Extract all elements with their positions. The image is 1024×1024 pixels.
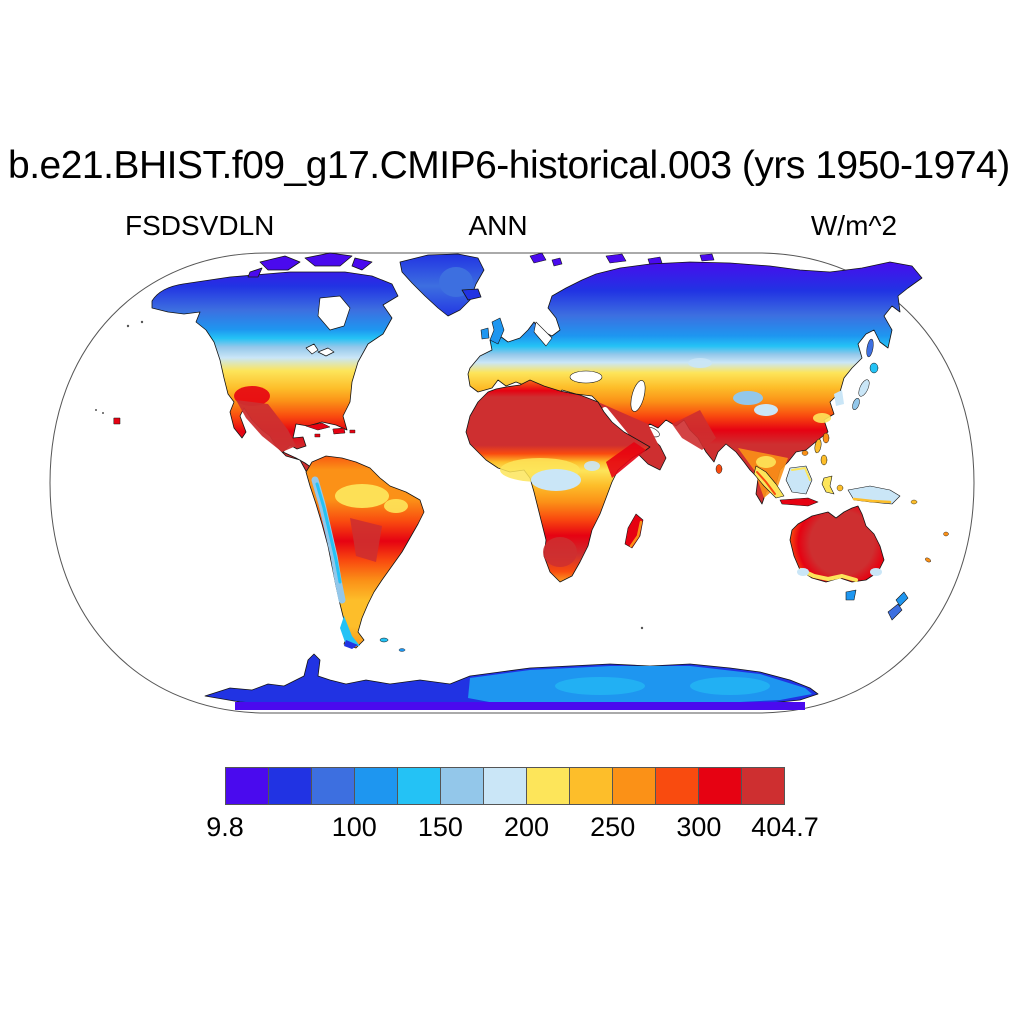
colorbar-tick-label: 200: [504, 812, 550, 842]
japan-hokkaido: [869, 362, 879, 374]
colorbar-cell: [269, 768, 312, 804]
iceland: [461, 288, 482, 301]
sumatra-west-rim: [756, 471, 776, 495]
hispaniola: [332, 427, 346, 435]
falklands: [379, 637, 389, 643]
great-britain: [489, 317, 505, 345]
tibet-pale-blue: [733, 391, 763, 405]
andes-cyan-core: [315, 482, 342, 584]
india-dark-red: [672, 410, 716, 450]
borneo-rim: [791, 467, 811, 481]
colorbar-cell: [656, 768, 699, 804]
korea: [834, 390, 844, 406]
new-caledonia: [925, 557, 931, 563]
ireland: [480, 327, 490, 340]
java: [779, 497, 819, 507]
taiwan: [822, 432, 830, 444]
colorbar-cell: [484, 768, 527, 804]
hudson-bay: [317, 295, 351, 331]
colorbar-cell: [742, 768, 784, 804]
caspian-sea: [630, 380, 646, 412]
hainan: [801, 450, 809, 456]
hawaii-islet-1: [102, 412, 104, 414]
aleutian-1: [140, 320, 144, 324]
japan-honshu: [858, 379, 870, 397]
central-asia-pale: [754, 404, 778, 416]
colorbar-tick-label: 300: [676, 812, 722, 842]
colorbar-cell: [355, 768, 398, 804]
colorbar-cell: [613, 768, 656, 804]
sumatra: [753, 465, 785, 499]
sri-lanka: [715, 464, 723, 474]
australia-se-pale: [870, 568, 882, 576]
colorbar: [225, 767, 785, 805]
antarctica-light-patch-1: [555, 677, 645, 695]
east-africa-red: [606, 442, 646, 478]
amazon-yellow-east: [384, 499, 408, 513]
baltic-sea: [533, 321, 553, 347]
philippines-mindanao: [820, 454, 828, 466]
solomons: [910, 499, 918, 505]
east-china-yellow: [813, 413, 831, 423]
patagonia-blue-tip: [340, 616, 360, 646]
colorbar-cell: [398, 768, 441, 804]
puerto-rico: [349, 429, 356, 434]
antarctica-light-patch-2: [690, 677, 770, 695]
tasmania: [845, 589, 857, 601]
borneo: [785, 465, 813, 495]
new-zealand-north: [895, 591, 909, 607]
new-guinea-south-rim: [852, 497, 892, 504]
japan-kyushu: [852, 398, 860, 410]
svalbard-islands: [529, 252, 715, 267]
indochina-yellow: [756, 456, 776, 468]
south-georgia: [398, 648, 406, 652]
colorbar-tick-label: 404.7: [751, 812, 819, 842]
congo-pale-blue: [531, 469, 581, 491]
amazon-yellow: [335, 484, 389, 508]
great-lakes: [305, 343, 335, 357]
cuba: [305, 422, 331, 431]
australia-south-yellow: [799, 568, 858, 582]
colorbar-cell: [441, 768, 484, 804]
kerguelen: [640, 626, 644, 630]
arctic-islands: [247, 252, 373, 278]
mexico-dark-red: [236, 400, 296, 452]
hawaii-islet-2: [95, 409, 97, 411]
colorbar-tick-label: 9.8: [206, 812, 244, 842]
season-label: ANN: [468, 210, 528, 241]
variable-label: FSDSVDLN: [125, 210, 275, 241]
australia-sw-pale: [797, 568, 809, 576]
sakhalin: [866, 338, 874, 358]
black-sea: [569, 370, 603, 384]
colorbar-cell: [570, 768, 613, 804]
colorbar-tick-label: 250: [590, 812, 636, 842]
antarctica-bottom-strip: [235, 702, 805, 710]
philippines-luzon: [814, 438, 822, 454]
siberia-pale-patch: [688, 358, 712, 368]
fiji: [943, 531, 949, 537]
new-zealand-south: [887, 603, 903, 621]
aleutian-2: [126, 324, 130, 328]
ethiopia-pale: [584, 461, 600, 471]
plot-title: b.e21.BHIST.f09_g17.CMIP6-historical.003…: [8, 144, 1010, 187]
hawaii: [113, 417, 121, 425]
madagascar-east-rim: [629, 520, 643, 548]
colorbar-cell: [527, 768, 570, 804]
south-america-dark-red: [350, 518, 382, 562]
colorbar-cell: [699, 768, 742, 804]
colorbar-cell: [226, 768, 269, 804]
sulawesi: [821, 475, 835, 495]
jamaica: [314, 433, 321, 438]
colorbar-tick-label: 100: [331, 812, 377, 842]
tierra-del-fuego-blue: [344, 640, 358, 649]
australia: [789, 505, 885, 583]
moluccas: [836, 484, 844, 492]
colorbar-cell: [312, 768, 355, 804]
colorbar-tick-label: 150: [417, 812, 463, 842]
kalahari-dark-red: [543, 537, 577, 567]
units-label: W/m^2: [810, 210, 898, 241]
madagascar: [624, 513, 644, 549]
